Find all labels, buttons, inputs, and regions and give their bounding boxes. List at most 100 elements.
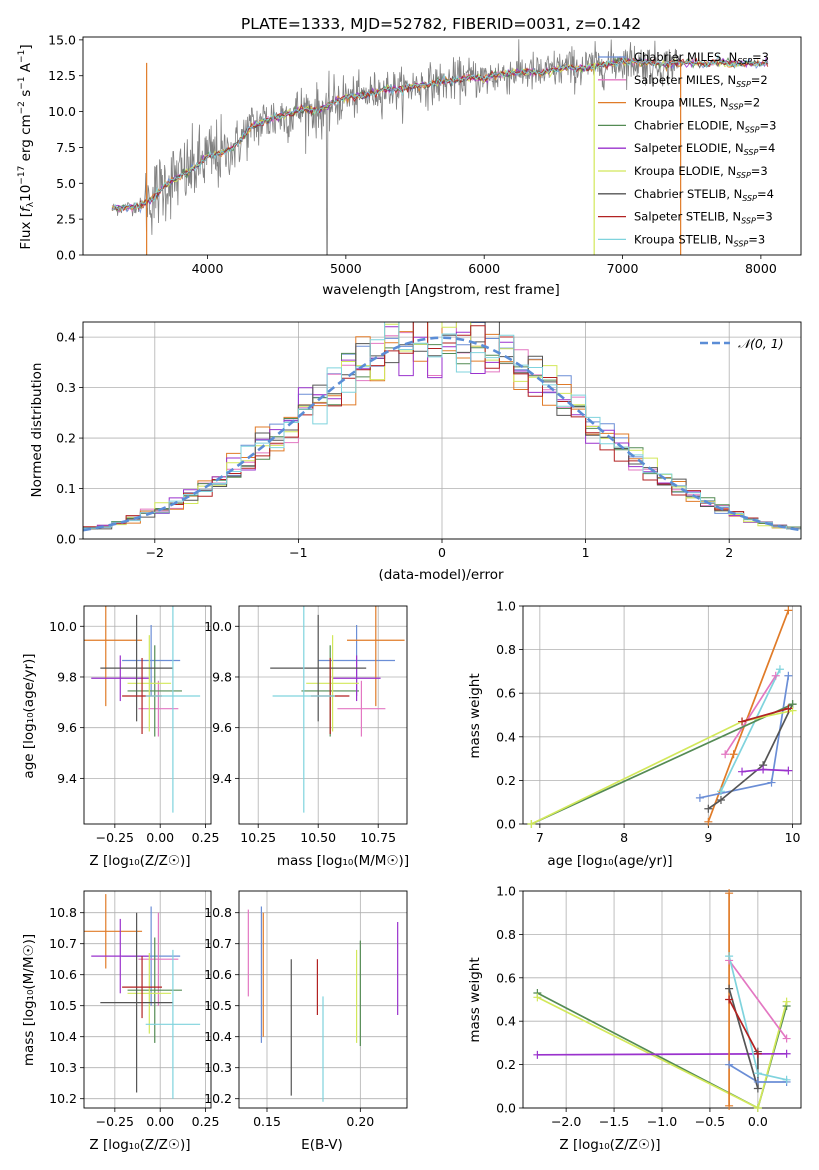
- weight-marker-salpeter-stelib: [784, 704, 793, 713]
- spectrum-legend: Chabrier MILES, NSSP=3 Salpeter MILES, NS…: [598, 50, 776, 248]
- spectrum-panel: wavelength [Angstrom, rest frame]: [322, 282, 560, 298]
- weight-vs-age-xtick-label: 10: [785, 830, 801, 845]
- weight-vs-age-spines: [522, 605, 802, 825]
- mass-vs-EBV-spines: [238, 890, 408, 1109]
- age-vs-Z-panel: Z [log₁₀(Z/Z☉)] age [log₁₀(age/yr)]: [21, 653, 191, 869]
- spectrum-xtick-label: 5000: [330, 261, 362, 276]
- mass-vs-Z-plot-area: [84, 894, 201, 1099]
- mass-vs-Z-axes: −0.25 0.00 0.25 10.2 10.3 10.4 10.5 10.6 10.7 10.…: [49, 890, 220, 1129]
- weight-vs-age-xtick-label: 8: [620, 830, 628, 845]
- residuals-xtick-label: −2: [146, 545, 164, 560]
- age-vs-mass-xlabel: mass [log₁₀(M/M☉)]: [277, 853, 409, 869]
- weight-marker-kroupa-stelib: [782, 1075, 791, 1084]
- weight-vs-age-grid: [523, 605, 801, 825]
- spectrum-ytick-label: 5.0: [56, 176, 76, 191]
- legend-label-kroupa-miles: Kroupa MILES, NSSP=2: [634, 96, 760, 112]
- residuals-xtick-label: 2: [725, 545, 733, 560]
- weight-marker-chabrier-miles: [725, 1060, 734, 1069]
- weight-vs-age-panel: age [log₁₀(age/yr)] mass weight: [467, 673, 673, 869]
- weight-vs-Z-ytick-label: 0.4: [496, 1014, 516, 1029]
- weight-marker-salpeter-miles: [782, 1034, 791, 1043]
- weight-vs-Z-ytick-label: 0.0: [496, 1101, 516, 1116]
- mass-vs-EBV-ytick-label: 10.6: [204, 967, 232, 982]
- spectrum-ylabel: Flux [fλ10−17 erg cm−2 s−1 A−1]: [17, 44, 36, 249]
- weight-marker-chabrier-miles: [767, 778, 776, 787]
- weight-marker-chabrier-stelib: [704, 804, 713, 813]
- weight-line-kroupa-stelib: [720, 668, 781, 792]
- legend-label-salpeter-elodie: Salpeter ELODIE, NSSP=4: [634, 141, 775, 157]
- weight-vs-Z-xtick-label: −1.5: [599, 1114, 629, 1129]
- residuals-axes: −2 −1 0 1 2 0.0 0.1 0.2 0.3 0.4: [56, 321, 802, 560]
- age-vs-Z-ylabel: age [log₁₀(age/yr)]: [21, 653, 37, 778]
- weight-vs-age-xlabel: age [log₁₀(age/yr)]: [547, 853, 672, 869]
- mass-vs-EBV-ytick-label: 10.8: [204, 905, 232, 920]
- spectrum-ytick-label: 15.0: [48, 32, 76, 47]
- age-vs-mass-ytick-label: 9.4: [212, 771, 232, 786]
- weight-marker-chabrier-miles: [695, 793, 704, 802]
- weight-vs-Z-ytick-label: 0.6: [496, 970, 516, 985]
- mass-vs-Z-xtick-label: 0.25: [192, 1114, 220, 1129]
- legend-label-kroupa-elodie: Kroupa ELODIE, NSSP=3: [634, 164, 768, 180]
- mass-vs-Z-panel: Z [log₁₀(Z/Z☉)] mass [log₁₀(M/M☉)]: [21, 934, 191, 1153]
- weight-line-kroupa-elodie: [537, 996, 788, 1108]
- residuals-xtick-label: 1: [582, 545, 590, 560]
- age-vs-mass-axes: 10.25 10.50 10.75 9.4 9.6 9.8 10.0: [204, 605, 408, 845]
- mass-vs-Z-ytick-label: 10.4: [49, 1029, 77, 1044]
- residuals-spines: [82, 321, 802, 540]
- weight-marker-kroupa-elodie: [527, 820, 536, 828]
- age-vs-mass-xtick-label: 10.25: [240, 830, 276, 845]
- spectrum-xtick-label: 4000: [192, 261, 224, 276]
- weight-vs-age-xtick-label: 9: [704, 830, 712, 845]
- weight-vs-Z-xtick-label: −0.5: [695, 1114, 725, 1129]
- weight-vs-Z-frame: −2.0 −1.5 −1.0 −0.5 0.0 0.0 0.2 0.4 0.6 0.8 1.0: [496, 884, 802, 1129]
- mass-vs-Z-ytick-label: 10.3: [49, 1060, 77, 1075]
- mass-vs-Z-grid: [84, 891, 211, 1108]
- age-vs-Z-xlabel: Z [log₁₀(Z/Z☉)]: [89, 853, 190, 869]
- spectrum-axes: 4000 5000 6000 7000 8000 0.0 2.5 5.0 7.5 10.0 12.5…: [48, 32, 802, 276]
- spectrum-xtick-label: 6000: [468, 261, 500, 276]
- mass-vs-Z-frame: −0.25 0.00 0.25 10.2 10.3 10.4 10.5 10.6 10.7 10.…: [49, 890, 220, 1129]
- weight-vs-Z-ytick-label: 1.0: [496, 884, 516, 899]
- age-vs-mass-ytick-label: 9.8: [212, 669, 232, 684]
- mass-vs-Z-ytick-label: 10.5: [49, 998, 77, 1013]
- weight-marker-salpeter-stelib: [738, 717, 747, 726]
- age-vs-Z-grid: [84, 606, 211, 824]
- age-vs-mass-panel: mass [log₁₀(M/M☉)]: [277, 853, 409, 869]
- weight-marker-salpeter-stelib: [753, 1049, 762, 1058]
- mass-vs-EBV-plot-area: [247, 906, 399, 1102]
- weight-marker-kroupa-elodie: [788, 706, 797, 715]
- weight-marker-kroupa-elodie: [753, 1104, 762, 1112]
- spectrum-data-line: [111, 39, 681, 255]
- weight-vs-Z-ytick-label: 0.8: [496, 927, 516, 942]
- mass-vs-Z-ytick-label: 10.8: [49, 905, 77, 920]
- age-vs-mass-ytick-label: 9.6: [212, 720, 232, 735]
- residuals-plot-area: [83, 322, 801, 539]
- weight-vs-age-ytick-label: 0.8: [496, 642, 516, 657]
- legend-label-salpeter-miles: Salpeter MILES, NSSP=2: [634, 73, 768, 89]
- residuals-panel: (data-model)/error Normed distribution: [29, 363, 504, 583]
- weight-vs-Z-xtick-label: −1.0: [647, 1114, 677, 1129]
- weight-marker-salpeter-elodie: [782, 1049, 791, 1058]
- residuals-frame: −2 −1 0 1 2 0.0 0.1 0.2 0.3 0.4: [56, 321, 802, 560]
- weight-vs-age-axes: 7 8 9 10 0.0 0.2 0.4 0.6 0.8 1.0: [496, 599, 802, 845]
- age-vs-Z-frame: −0.25 0.00 0.25 9.4 9.6 9.8 10.0: [49, 605, 219, 845]
- mass-vs-Z-ytick-label: 10.6: [49, 967, 77, 982]
- legend-label-normal: 𝒩(0, 1): [738, 336, 784, 351]
- legend-label-chabrier-elodie: Chabrier ELODIE, NSSP=3: [634, 118, 776, 134]
- weight-vs-Z-ylabel: mass weight: [467, 957, 483, 1042]
- weight-vs-Z-xlabel: Z [log₁₀(Z/Z☉)]: [559, 1137, 660, 1153]
- weight-vs-age-ytick-label: 1.0: [496, 599, 516, 614]
- weight-marker-chabrier-miles: [784, 671, 793, 680]
- mass-vs-Z-spines: [83, 890, 212, 1109]
- age-vs-mass-plot-area: [270, 606, 405, 813]
- residuals-ytick-label: 0.4: [56, 330, 76, 345]
- weight-marker-salpeter-elodie: [784, 766, 793, 775]
- weight-line-salpeter-elodie: [537, 1052, 787, 1056]
- weight-marker-kroupa-stelib: [725, 952, 734, 961]
- weight-marker-kroupa-miles: [725, 1101, 734, 1110]
- mass-vs-EBV-ytick-label: 10.7: [204, 936, 232, 951]
- weight-marker-kroupa-miles: [729, 750, 738, 759]
- weight-marker-kroupa-elodie: [782, 997, 791, 1006]
- mass-vs-Z-xtick-label: 0.00: [146, 1114, 174, 1129]
- weight-vs-age-ylabel: mass weight: [467, 673, 483, 758]
